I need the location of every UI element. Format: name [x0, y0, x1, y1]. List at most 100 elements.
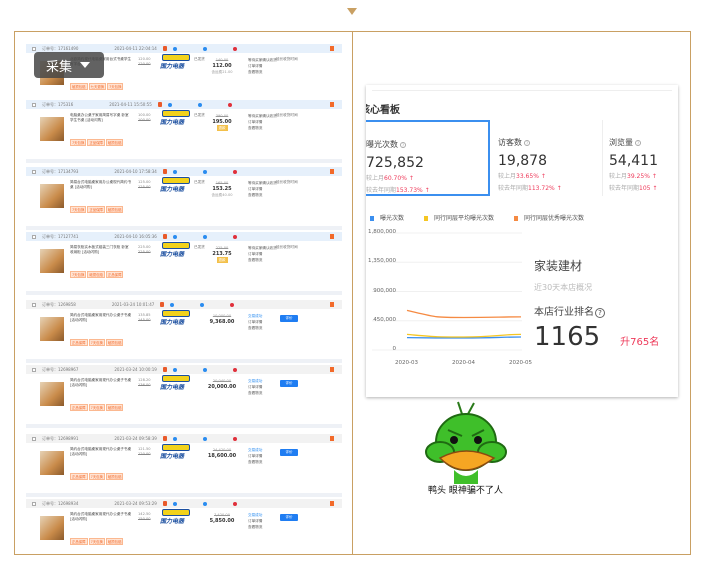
unit-original-price: 100.00 [138, 118, 151, 122]
order-status-link[interactable]: 查看物流 [248, 525, 263, 529]
help-icon[interactable]: ? [595, 308, 605, 318]
rank-change: 升765名 [620, 337, 660, 348]
order-status-link[interactable]: 等待买家确认收货 [248, 181, 277, 185]
legend-item[interactable]: 同行同层平均曝光次数 [424, 213, 494, 222]
order-date: 2021-04-11 15:50:55 [109, 102, 152, 107]
help-icon[interactable]: ? [400, 142, 406, 148]
service-tag: 正品保障 [70, 404, 88, 411]
product-thumbnail[interactable] [40, 117, 64, 141]
order-date: 2021-03-24 09:53:29 [114, 501, 157, 506]
order-status-link[interactable]: 订单详情 [248, 187, 263, 191]
order-checkbox[interactable] [32, 302, 36, 307]
status-dot-icon [200, 302, 205, 307]
help-icon[interactable]: ? [524, 140, 530, 146]
order-date: 2021-03-24 10:01:47 [111, 302, 155, 307]
order-total: 112.00 [212, 63, 232, 69]
flag-icon[interactable] [330, 234, 334, 239]
order-total: 195.00 [212, 119, 232, 125]
collect-button[interactable]: 采集 [34, 52, 104, 78]
order-status-link[interactable]: 查看物流 [248, 70, 263, 74]
extend-receipt-link[interactable]: 延长收货时间 [276, 180, 298, 184]
flag-icon[interactable] [330, 367, 334, 372]
review-button[interactable]: 评价 [280, 380, 298, 387]
product-thumbnail[interactable] [40, 516, 64, 540]
order-checkbox[interactable] [32, 436, 36, 441]
extend-receipt-link[interactable]: 延长收货时间 [276, 113, 298, 117]
help-icon[interactable]: ? [635, 140, 641, 146]
product-title[interactable]: 电脑桌办公桌子家用简易写字桌 卧室学生书桌 [活动闪购] [70, 113, 129, 122]
kpi-card[interactable]: 浏览量? 54,411 较上月39.25% ↑ 较去年同期105 ↑ [602, 120, 678, 196]
flag-icon[interactable] [330, 169, 334, 174]
flag-icon[interactable] [330, 102, 334, 107]
flag-icon[interactable] [330, 436, 334, 441]
order-status-link[interactable]: 订单详情 [248, 64, 263, 68]
order-status-link[interactable]: 交易成功 [248, 379, 263, 383]
review-button[interactable]: 评价 [280, 514, 298, 521]
legend-item[interactable]: 同行同层优秀曝光次数 [514, 213, 584, 222]
product-title[interactable]: 简约台式电脑桌家用现代办公桌子书桌 [活动闪购] [70, 512, 132, 521]
order-status-link[interactable]: 查看物流 [248, 126, 263, 130]
flag-icon[interactable] [330, 302, 334, 307]
order-status-link[interactable]: 交易成功 [248, 314, 263, 318]
review-button[interactable]: 评价 [280, 449, 298, 456]
product-title[interactable]: 简易台式电脑桌家用办公桌现代简约书桌 [活动闪购] [70, 180, 132, 189]
product-thumbnail[interactable] [40, 451, 64, 475]
order-checkbox[interactable] [32, 102, 36, 107]
review-button[interactable]: 评价 [280, 315, 298, 322]
divider [372, 90, 672, 91]
order-status-link[interactable]: 订单详情 [248, 454, 263, 458]
order-checkbox[interactable] [32, 169, 36, 174]
order-header: 订单号：17134793 2021-04-10 17:58:34 [26, 167, 342, 176]
legend-item[interactable]: 曝光次数 [370, 213, 404, 222]
product-thumbnail[interactable] [40, 249, 64, 273]
order-status-link[interactable]: 交易成功 [248, 513, 263, 517]
service-tag: 破损包赔 [105, 139, 124, 146]
service-tag: 破损包赔 [105, 473, 124, 480]
extend-receipt-link[interactable]: 延长收货时间 [276, 57, 298, 61]
flag-icon[interactable] [330, 46, 334, 51]
status-dot-icon [172, 234, 177, 239]
order-status-link[interactable]: 订单详情 [248, 120, 263, 124]
order-card: 订单号：12698934 2021-03-24 09:53:29 简约台式电脑桌… [26, 499, 342, 552]
product-title[interactable]: 简约台式电脑桌家用现代办公桌子书桌 [活动闪购] [70, 313, 132, 322]
store-logo: 国力电器 [158, 310, 194, 326]
alert-dot-icon [232, 234, 237, 239]
order-status-link[interactable]: 查看物流 [248, 193, 263, 197]
collapse-arrow-icon[interactable] [347, 8, 357, 15]
order-checkbox[interactable] [32, 46, 36, 51]
extend-receipt-link[interactable]: 延长收货时间 [276, 245, 298, 249]
order-status-link[interactable]: 查看物流 [248, 258, 263, 262]
order-number: 订单号：12698967 [42, 366, 79, 372]
order-status-link[interactable]: 订单详情 [248, 252, 263, 256]
order-status-link[interactable]: 订单详情 [248, 320, 263, 324]
order-status-link[interactable]: 订单详情 [248, 385, 263, 389]
order-status-link[interactable]: 查看物流 [248, 460, 263, 464]
order-status-link[interactable]: 等待买家确认收货 [248, 114, 277, 118]
store-logo: 国力电器 [158, 509, 194, 525]
flag-icon[interactable] [330, 501, 334, 506]
refund-badge[interactable]: 退款 [216, 125, 228, 131]
product-thumbnail[interactable] [40, 184, 64, 208]
product-thumbnail[interactable] [40, 382, 64, 406]
kpi-card[interactable]: 访客数? 19,878 较上月33.65% ↑ 较去年同期113.72% ↑ [494, 120, 602, 196]
store-logo: 国力电器 [158, 110, 194, 126]
product-title[interactable]: 简约台式电脑桌家用现代办公桌子书桌 [活动闪购] [70, 378, 132, 387]
order-checkbox[interactable] [32, 234, 36, 239]
arrow-up-icon: ↑ [540, 173, 546, 180]
product-thumbnail[interactable] [40, 317, 64, 341]
product-title[interactable]: 简约台式电脑桌家用现代办公桌子书桌 [活动闪购] [70, 447, 132, 456]
refund-badge[interactable]: 退款 [216, 257, 228, 263]
order-checkbox[interactable] [32, 501, 36, 506]
order-status-link[interactable]: 查看物流 [248, 326, 263, 330]
order-status-link[interactable]: 等待买家确认收货 [248, 246, 277, 250]
order-status-link[interactable]: 订单详情 [248, 519, 263, 523]
unit-original-price: 150.00 [138, 517, 151, 521]
kpi-card[interactable]: 曝光次数? 725,852 较上月60.70% ↑ 较去年同期153.73% ↑ [366, 120, 490, 196]
product-title[interactable]: 简易衣柜实木板式组装三门衣柜 卧室收纳柜 [活动闪购] [70, 245, 129, 254]
order-status-link[interactable]: 查看物流 [248, 391, 263, 395]
shipping-fee: 含运费40.00 [211, 193, 233, 197]
kpi-mom: 33.65% [516, 173, 539, 180]
order-checkbox[interactable] [32, 367, 36, 372]
order-status-link[interactable]: 等待买家确认收货 [248, 58, 277, 62]
order-status-link[interactable]: 交易成功 [248, 448, 263, 452]
